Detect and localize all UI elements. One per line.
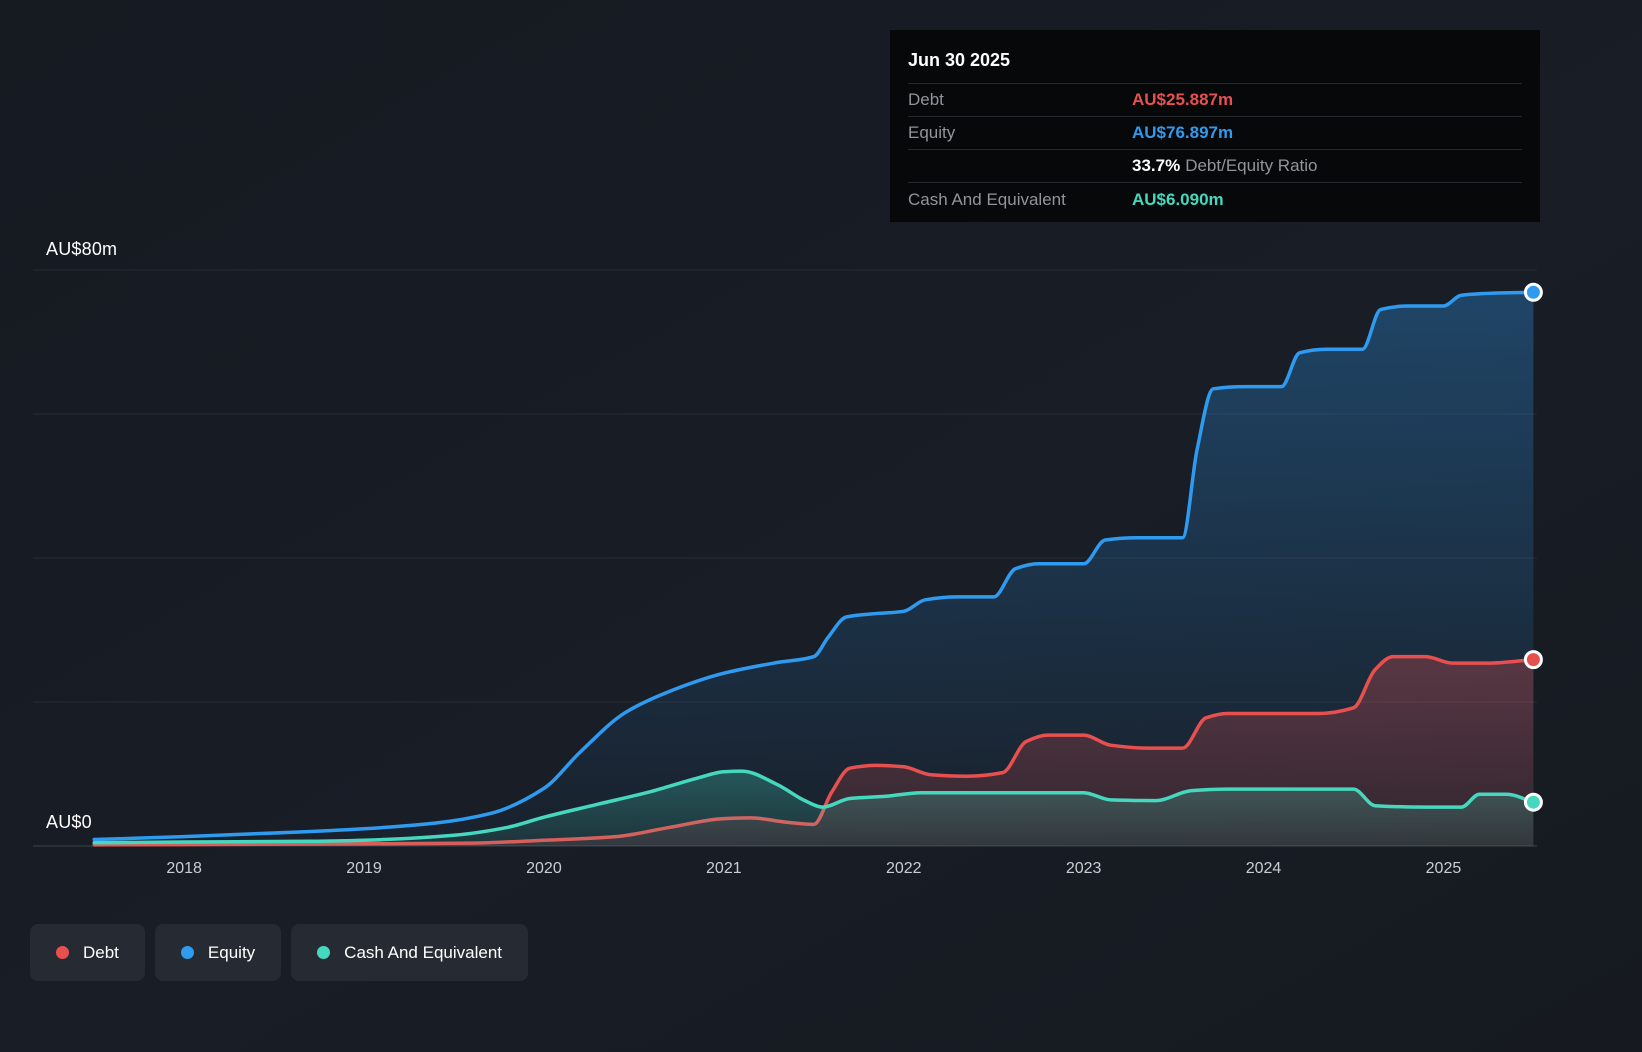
equity-endpoint-marker[interactable] — [1523, 282, 1543, 302]
legend-item-equity[interactable]: Equity — [154, 924, 282, 981]
tooltip-equity-label: Equity — [908, 123, 956, 142]
y-axis-label-80m: AU$80m — [46, 239, 118, 259]
cash-and-equivalent-area — [94, 771, 1534, 846]
cash-and-equivalent-endpoint-marker[interactable] — [1523, 792, 1543, 812]
x-tick-2021: 2021 — [706, 860, 742, 877]
x-tick-2022: 2022 — [885, 860, 922, 877]
y-axis-label-0: AU$0 — [46, 812, 92, 832]
tooltip-cash-value: AU$6.090m — [1132, 189, 1224, 209]
tooltip-ratio-text: 33.7% Debt/Equity Ratio — [1132, 156, 1318, 176]
x-tick-2023: 2023 — [1065, 860, 1102, 877]
cash-and-equivalent-line — [92, 769, 1536, 845]
chart-legend: Debt Equity Cash And Equivalent — [30, 924, 529, 981]
tooltip-debt-label: Debt — [908, 90, 944, 109]
x-tick-2020: 2020 — [526, 860, 562, 877]
tooltip-cash-row: Cash And Equivalent AU$6.090m — [908, 183, 1522, 216]
debt-endpoint-marker[interactable] — [1523, 650, 1543, 670]
tooltip-equity-value: AU$76.897m — [1132, 123, 1234, 142]
debt-legend-dot-icon — [56, 946, 69, 959]
equity-legend-dot-icon — [180, 946, 194, 959]
legend-label: Debt — [83, 942, 119, 962]
legend-label: Equity — [207, 942, 256, 962]
legend-label: Cash And Equivalent — [344, 942, 503, 962]
x-tick-2024: 2024 — [1245, 860, 1282, 877]
chart-tooltip: Jun 30 2025 Debt AU$25.887m Equity AU$76… — [890, 30, 1540, 222]
x-tick-2019: 2019 — [346, 860, 382, 877]
x-tick-2018: 2018 — [166, 860, 202, 877]
equity-line — [92, 290, 1536, 842]
tooltip-date: Jun 30 2025 — [908, 42, 1522, 84]
tooltip-debt-value: AU$25.887m — [1132, 90, 1234, 109]
tooltip-equity-row: Equity AU$76.897m — [908, 117, 1522, 150]
tooltip-cash-label: Cash And Equivalent — [908, 189, 1066, 209]
tooltip-ratio-label: Debt/Equity Ratio — [1185, 156, 1318, 175]
legend-item-debt[interactable]: Debt — [30, 924, 145, 981]
equity-area — [94, 292, 1534, 846]
tooltip-ratio-row: 33.7% Debt/Equity Ratio — [908, 150, 1522, 183]
cash-and-equivalent-legend-dot-icon — [317, 946, 331, 959]
tooltip-ratio-value: 33.7% — [1132, 156, 1181, 175]
x-tick-2025: 2025 — [1425, 860, 1462, 877]
legend-item-cash-and-equivalent[interactable]: Cash And Equivalent — [291, 924, 529, 981]
tooltip-debt-row: Debt AU$25.887m — [908, 84, 1522, 117]
